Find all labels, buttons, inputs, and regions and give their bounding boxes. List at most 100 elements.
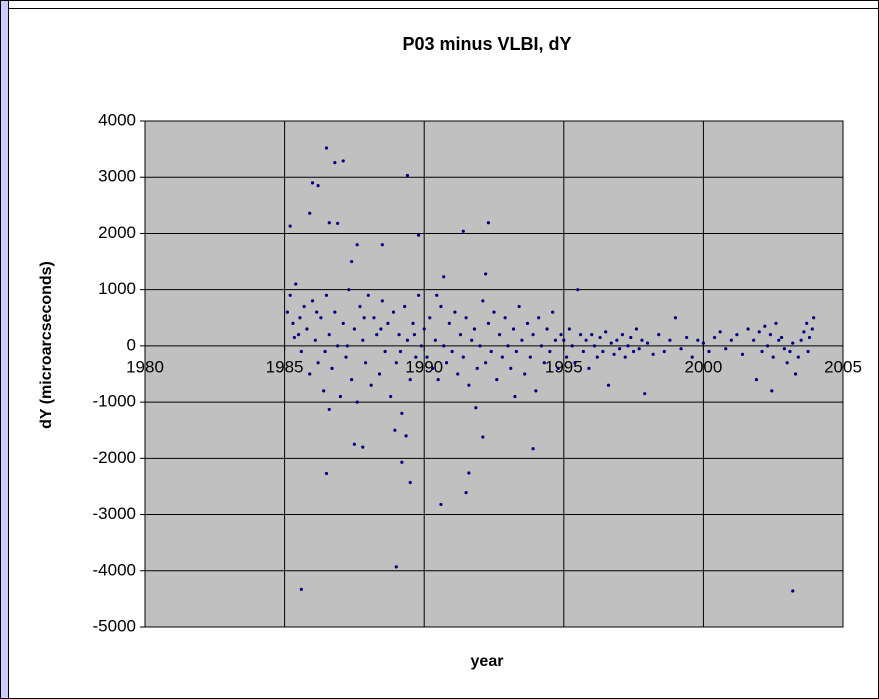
point xyxy=(620,333,625,337)
point xyxy=(523,372,527,376)
x-tick-label: 1995 xyxy=(545,357,583,376)
point xyxy=(782,347,786,351)
point xyxy=(567,327,571,331)
point xyxy=(467,471,471,475)
point xyxy=(341,159,345,163)
point xyxy=(754,378,759,382)
point xyxy=(587,366,591,370)
point xyxy=(377,372,382,376)
x-tick-label: 2000 xyxy=(684,357,722,376)
point xyxy=(375,333,379,337)
point xyxy=(379,327,383,331)
point xyxy=(305,327,309,331)
point xyxy=(299,587,303,591)
point xyxy=(812,316,816,320)
y-tick-label: -5000 xyxy=(93,616,136,635)
point xyxy=(439,502,443,507)
point xyxy=(629,335,633,340)
side-strip xyxy=(0,0,9,699)
point xyxy=(740,352,745,356)
point xyxy=(380,299,384,303)
point xyxy=(768,333,773,337)
point xyxy=(696,338,700,342)
point xyxy=(528,355,532,359)
point xyxy=(474,406,478,410)
point xyxy=(793,372,798,376)
point xyxy=(361,338,365,342)
point xyxy=(386,321,390,325)
point xyxy=(763,324,767,328)
point xyxy=(358,304,362,309)
point xyxy=(430,366,435,370)
point xyxy=(327,407,331,412)
point xyxy=(366,293,370,297)
point xyxy=(503,316,507,320)
point xyxy=(310,181,315,185)
x-axis-title: year xyxy=(471,653,504,670)
point xyxy=(345,344,350,348)
point xyxy=(419,344,424,348)
point xyxy=(807,335,812,340)
point xyxy=(456,372,460,376)
point xyxy=(576,288,580,292)
point xyxy=(352,442,356,446)
point xyxy=(729,338,733,342)
point xyxy=(447,321,451,325)
point xyxy=(394,565,398,569)
point xyxy=(327,333,331,337)
point xyxy=(701,341,706,345)
point xyxy=(752,338,756,342)
point xyxy=(302,304,306,309)
point xyxy=(651,352,655,356)
point xyxy=(746,327,750,331)
point xyxy=(771,355,775,359)
point xyxy=(322,389,326,393)
point xyxy=(461,355,465,359)
point xyxy=(408,480,412,485)
point xyxy=(615,338,619,342)
point xyxy=(336,344,340,348)
point xyxy=(668,338,672,342)
point xyxy=(464,316,468,320)
point xyxy=(570,344,574,348)
point xyxy=(770,389,774,393)
point xyxy=(534,389,538,393)
point xyxy=(422,327,426,331)
point xyxy=(604,330,608,334)
plot-area xyxy=(145,121,843,627)
point xyxy=(380,243,384,247)
point xyxy=(308,372,312,376)
point xyxy=(436,378,440,382)
point xyxy=(344,355,348,359)
point xyxy=(707,349,711,354)
point xyxy=(391,310,396,314)
point xyxy=(584,338,588,342)
point xyxy=(428,316,432,320)
point xyxy=(486,321,491,325)
point xyxy=(525,321,530,325)
point xyxy=(581,349,585,354)
point xyxy=(323,349,327,354)
point xyxy=(766,344,770,348)
point xyxy=(509,366,513,370)
point xyxy=(363,361,368,365)
point xyxy=(673,316,678,320)
point xyxy=(545,327,549,331)
point xyxy=(489,349,493,354)
point xyxy=(333,310,337,314)
point xyxy=(517,304,521,309)
point xyxy=(531,333,535,337)
point xyxy=(294,282,298,286)
point xyxy=(791,341,795,345)
point xyxy=(333,161,337,165)
point xyxy=(369,383,373,387)
point xyxy=(475,366,479,370)
point xyxy=(292,335,296,340)
point xyxy=(559,333,563,337)
point xyxy=(791,589,795,593)
point xyxy=(495,378,499,382)
point xyxy=(735,333,739,337)
point xyxy=(327,221,331,225)
point xyxy=(362,316,366,320)
point xyxy=(324,293,329,297)
